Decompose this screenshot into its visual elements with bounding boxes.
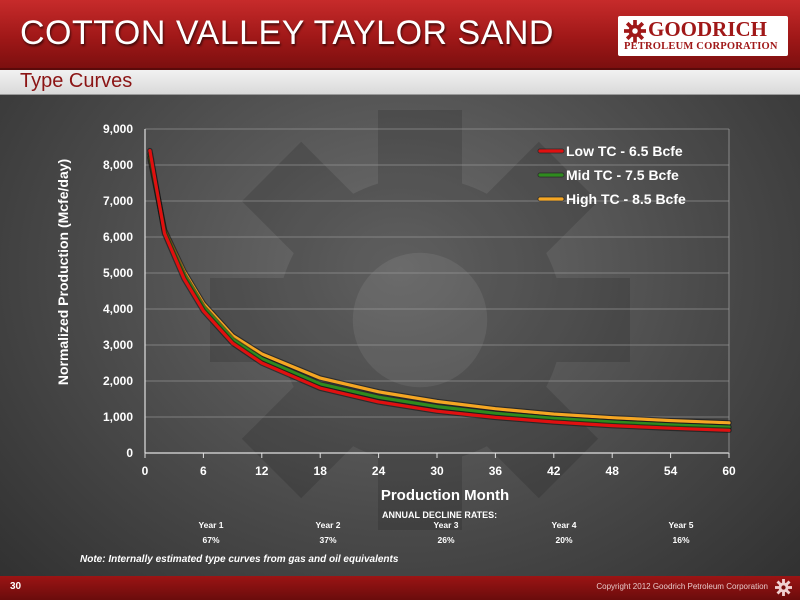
x-tick-label: 24 [372,464,386,478]
x-tick-label: 30 [430,464,444,478]
x-tick-label: 48 [606,464,620,478]
company-logo: GOODRICH PETROLEUM CORPORATION [618,16,788,56]
y-tick-label: 3,000 [103,338,133,352]
x-tick-label: 36 [489,464,503,478]
x-tick-label: 60 [722,464,736,478]
y-tick-label: 0 [126,446,133,460]
legend-label: High TC - 8.5 Bcfe [566,191,686,207]
x-tick-label: 12 [255,464,269,478]
legend-label: Low TC - 6.5 Bcfe [566,143,683,159]
decline-year-label: Year 2 [315,520,341,530]
slide-subtitle: Type Curves [20,70,133,92]
y-tick-label: 8,000 [103,158,133,172]
decline-year-rate: 26% [437,535,455,545]
copyright-text: Copyright 2012 Goodrich Petroleum Corpor… [596,582,768,591]
y-tick-label: 1,000 [103,410,133,424]
footnote: Note: Internally estimated type curves f… [80,554,399,565]
decline-year-label: Year 1 [198,520,224,530]
x-tick-label: 6 [200,464,207,478]
page-number: 30 [10,581,22,592]
decline-rates-title: ANNUAL DECLINE RATES: [382,510,498,520]
y-tick-label: 9,000 [103,122,133,136]
x-tick-label: 42 [547,464,561,478]
y-tick-label: 4,000 [103,302,133,316]
decline-year-rate: 67% [202,535,220,545]
x-axis-title: Production Month [381,487,509,504]
y-tick-label: 2,000 [103,374,133,388]
decline-year-label: Year 4 [551,520,577,530]
legend-label: Mid TC - 7.5 Bcfe [566,167,679,183]
y-axis-title: Normalized Production (Mcfe/day) [55,159,71,385]
logo-name: GOODRICH [648,17,768,41]
x-tick-label: 0 [142,464,149,478]
gear-watermark-icon [210,110,630,530]
subtitle-bar: Type Curves [0,70,800,95]
gear-logo-icon [624,20,646,42]
slide-title: COTTON VALLEY TAYLOR SAND [20,14,554,52]
title-bar: COTTON VALLEY TAYLOR SAND GOODRICH PETRO… [0,0,800,70]
y-tick-label: 5,000 [103,266,133,280]
decline-year-rate: 37% [319,535,337,545]
x-tick-label: 54 [664,464,678,478]
footer-bar: 30 Copyright 2012 Goodrich Petroleum Cor… [0,576,800,600]
decline-year-rate: 16% [672,535,690,545]
series-line [148,149,731,432]
decline-year-label: Year 3 [433,520,459,530]
y-tick-label: 6,000 [103,230,133,244]
decline-year-label: Year 5 [668,520,694,530]
decline-year-rate: 20% [555,535,573,545]
x-tick-label: 18 [314,464,328,478]
gear-footer-icon [775,579,792,596]
y-tick-label: 7,000 [103,194,133,208]
logo-subtitle: PETROLEUM CORPORATION [624,41,778,52]
